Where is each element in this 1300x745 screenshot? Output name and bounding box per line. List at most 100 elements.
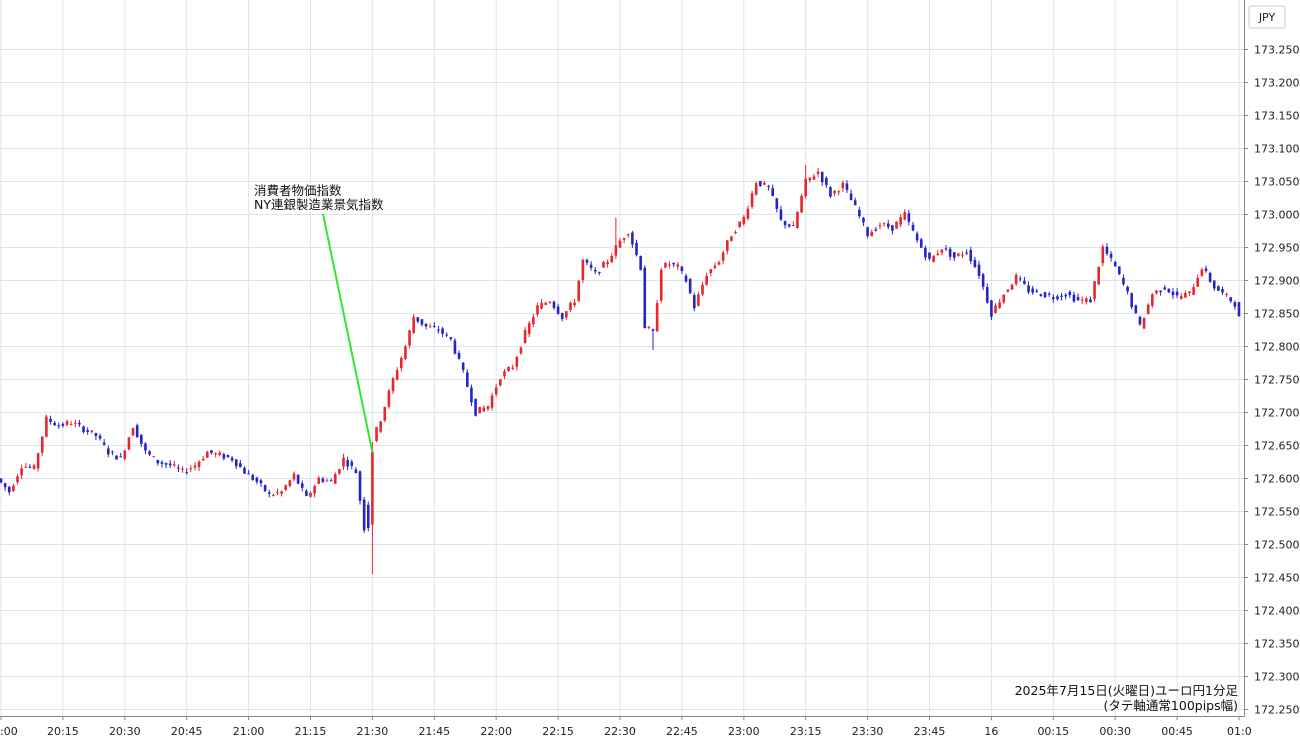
candle-body (643, 267, 647, 329)
x-tick-label: 16 (984, 725, 998, 738)
candle-body (837, 191, 841, 193)
candle-body (164, 462, 168, 465)
candle-body (903, 211, 907, 220)
candle-body (527, 323, 531, 334)
candle-body (433, 325, 436, 327)
candle-body (453, 340, 457, 354)
candle-body (494, 387, 498, 395)
candle-body (804, 178, 807, 197)
candle-body (135, 425, 139, 438)
candle-body (602, 261, 605, 268)
candle-body (622, 238, 626, 240)
candle-body (1118, 266, 1121, 275)
candle-body (16, 476, 19, 483)
candle-body (457, 352, 461, 359)
y-axis-panel[interactable] (1244, 0, 1300, 745)
candle-body (668, 264, 671, 266)
candle-body (899, 217, 902, 225)
x-tick-label: :00 (0, 725, 18, 738)
candle-body (1229, 297, 1233, 302)
candle-body (1113, 261, 1117, 267)
candle-body (659, 269, 663, 301)
candle-body (618, 240, 622, 248)
candle-body (131, 428, 135, 436)
candle-body (647, 327, 651, 329)
candle-body (581, 259, 585, 280)
candle-body (428, 326, 432, 328)
x-tick-label: 21:15 (295, 725, 327, 738)
candle-body (973, 259, 977, 267)
candle-body (111, 451, 114, 453)
candle-body (631, 232, 634, 245)
candle-body (7, 486, 11, 493)
candle-body (565, 311, 568, 318)
candle-body (800, 195, 803, 213)
candle-body (1105, 246, 1109, 254)
candle-body (820, 171, 824, 183)
candle-body (585, 259, 589, 263)
y-tick-label: 172.750 (1254, 374, 1300, 387)
candle-body (825, 177, 828, 185)
candle-body (346, 460, 349, 467)
candle-body (1204, 268, 1208, 272)
candle-body (1196, 277, 1200, 287)
y-tick-label: 172.850 (1254, 308, 1300, 321)
candle-body (895, 221, 898, 229)
candle-body (296, 474, 300, 484)
candle-body (420, 319, 424, 325)
candle-body (928, 252, 931, 259)
candle-body (808, 177, 812, 181)
candle-body (206, 451, 209, 458)
x-tick-label: 22:30 (604, 725, 636, 738)
x-tick-label: 22:00 (480, 725, 512, 738)
candle-body (796, 212, 799, 229)
candle-body (878, 225, 882, 227)
candle-body (226, 454, 230, 458)
candle-body (263, 485, 267, 492)
candle-body (1130, 293, 1134, 308)
candle-body (1208, 272, 1212, 282)
candle-body (779, 209, 783, 220)
caption-line2: (タテ軸通常100pips幅) (1104, 698, 1238, 713)
candle-body (482, 407, 486, 412)
candle-body (651, 329, 655, 331)
candle-body (441, 328, 444, 334)
candle-body (1056, 296, 1059, 300)
y-tick-label: 173.250 (1254, 44, 1300, 57)
chart-caption: 2025年7月15日(火曜日)ユーロ円1分足 (タテ軸通常100pips幅) (1015, 683, 1239, 713)
candle-body (742, 217, 746, 225)
candle-body (746, 208, 750, 219)
candle-body (1126, 286, 1129, 292)
candle-body (140, 434, 143, 444)
candle-body (1159, 290, 1162, 293)
candle-body (792, 225, 795, 227)
candle-body (234, 459, 238, 467)
candle-body (990, 300, 993, 317)
candle-body (1060, 295, 1063, 297)
candle-body (292, 473, 296, 480)
candle-body (655, 303, 659, 332)
candle-body (461, 362, 465, 370)
candle-body (1167, 288, 1171, 293)
candle-body (210, 450, 213, 454)
candle-body (635, 242, 638, 256)
candle-body (907, 213, 911, 222)
candle-body (276, 492, 279, 494)
candle-body (387, 390, 391, 407)
candle-body (701, 284, 704, 295)
candle-body (3, 483, 7, 488)
candle-body (338, 469, 341, 474)
candle-body (688, 279, 692, 294)
annotation-text-line1: 消費者物価指数 (254, 183, 342, 198)
candle-body (589, 264, 593, 268)
candle-body (395, 370, 399, 380)
x-axis-panel[interactable] (0, 716, 1244, 745)
candle-body (952, 252, 956, 258)
candle-body (994, 305, 997, 314)
candle-body (1109, 253, 1113, 258)
candle-body (1064, 294, 1067, 297)
candle-body (358, 471, 362, 501)
candle-body (1138, 317, 1142, 325)
x-tick-labels: :00 20:15 20:30 20:45 21:00 21:15 21:30 21:45 22… (0, 716, 1252, 738)
